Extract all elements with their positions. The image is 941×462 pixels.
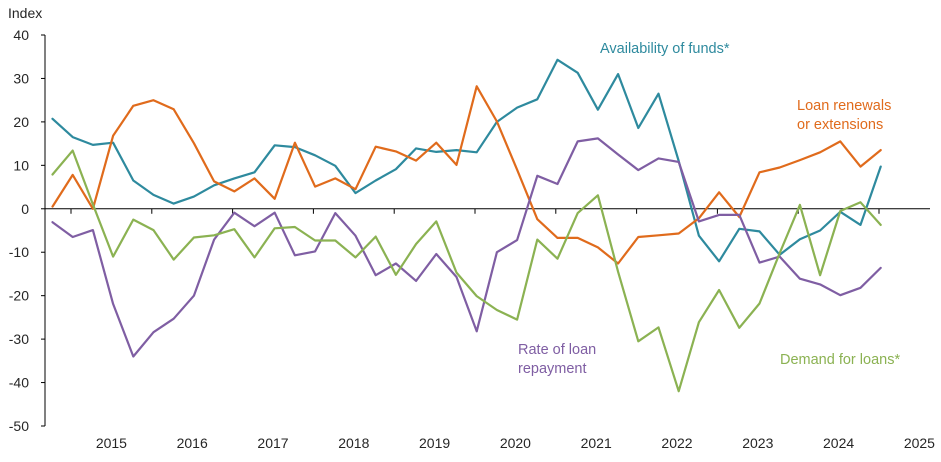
y-tick-label: -50 — [9, 418, 29, 434]
x-axis-ticks: 2015 2016 2017 2018 2019 2020 2021 2022 2023 2024… — [70, 208, 935, 451]
x-tick-label: 2018 — [338, 435, 369, 451]
series-line-2 — [51, 137, 882, 358]
y-tick-label: 0 — [21, 201, 29, 217]
series-labels: Availability of funds* Loan renewals or ex… — [518, 41, 900, 377]
y-tick-label: 20 — [13, 114, 29, 130]
y-tick-label: -40 — [9, 375, 29, 391]
series-label: Rate of loan — [518, 342, 596, 358]
x-tick-label: 2020 — [500, 435, 531, 451]
series-line-0 — [51, 58, 882, 263]
x-tick-label: 2015 — [96, 435, 127, 451]
y-tick-label: 30 — [13, 70, 29, 86]
y-tick-label: 40 — [13, 27, 29, 43]
x-tick-label: 2021 — [581, 435, 612, 451]
x-tick-label: 2022 — [661, 435, 692, 451]
series-label: Availability of funds* — [600, 41, 730, 57]
y-axis-title: Index — [8, 5, 42, 21]
y-tick-label: -20 — [9, 288, 29, 304]
series-label: Loan renewals — [797, 98, 891, 114]
series-line-3 — [51, 149, 882, 393]
x-tick-label: 2017 — [257, 435, 288, 451]
y-tick-label: -10 — [9, 244, 29, 260]
y-tick-label: 10 — [13, 157, 29, 173]
series-label: Demand for loans* — [780, 352, 900, 368]
series-label: repayment — [518, 361, 587, 377]
series-lines — [51, 58, 882, 393]
series-label: or extensions — [797, 117, 883, 133]
x-tick-label: 2025 — [904, 435, 935, 451]
y-tick-label: -30 — [9, 331, 29, 347]
x-tick-label: 2016 — [177, 435, 208, 451]
axes — [44, 35, 930, 426]
x-tick-label: 2024 — [823, 435, 854, 451]
x-tick-label: 2019 — [419, 435, 450, 451]
x-tick-label: 2023 — [742, 435, 773, 451]
y-axis-ticks: 40 30 20 10 0 -10 -20 -30 -40 -50 — [9, 27, 45, 434]
series-line-1 — [51, 85, 882, 265]
